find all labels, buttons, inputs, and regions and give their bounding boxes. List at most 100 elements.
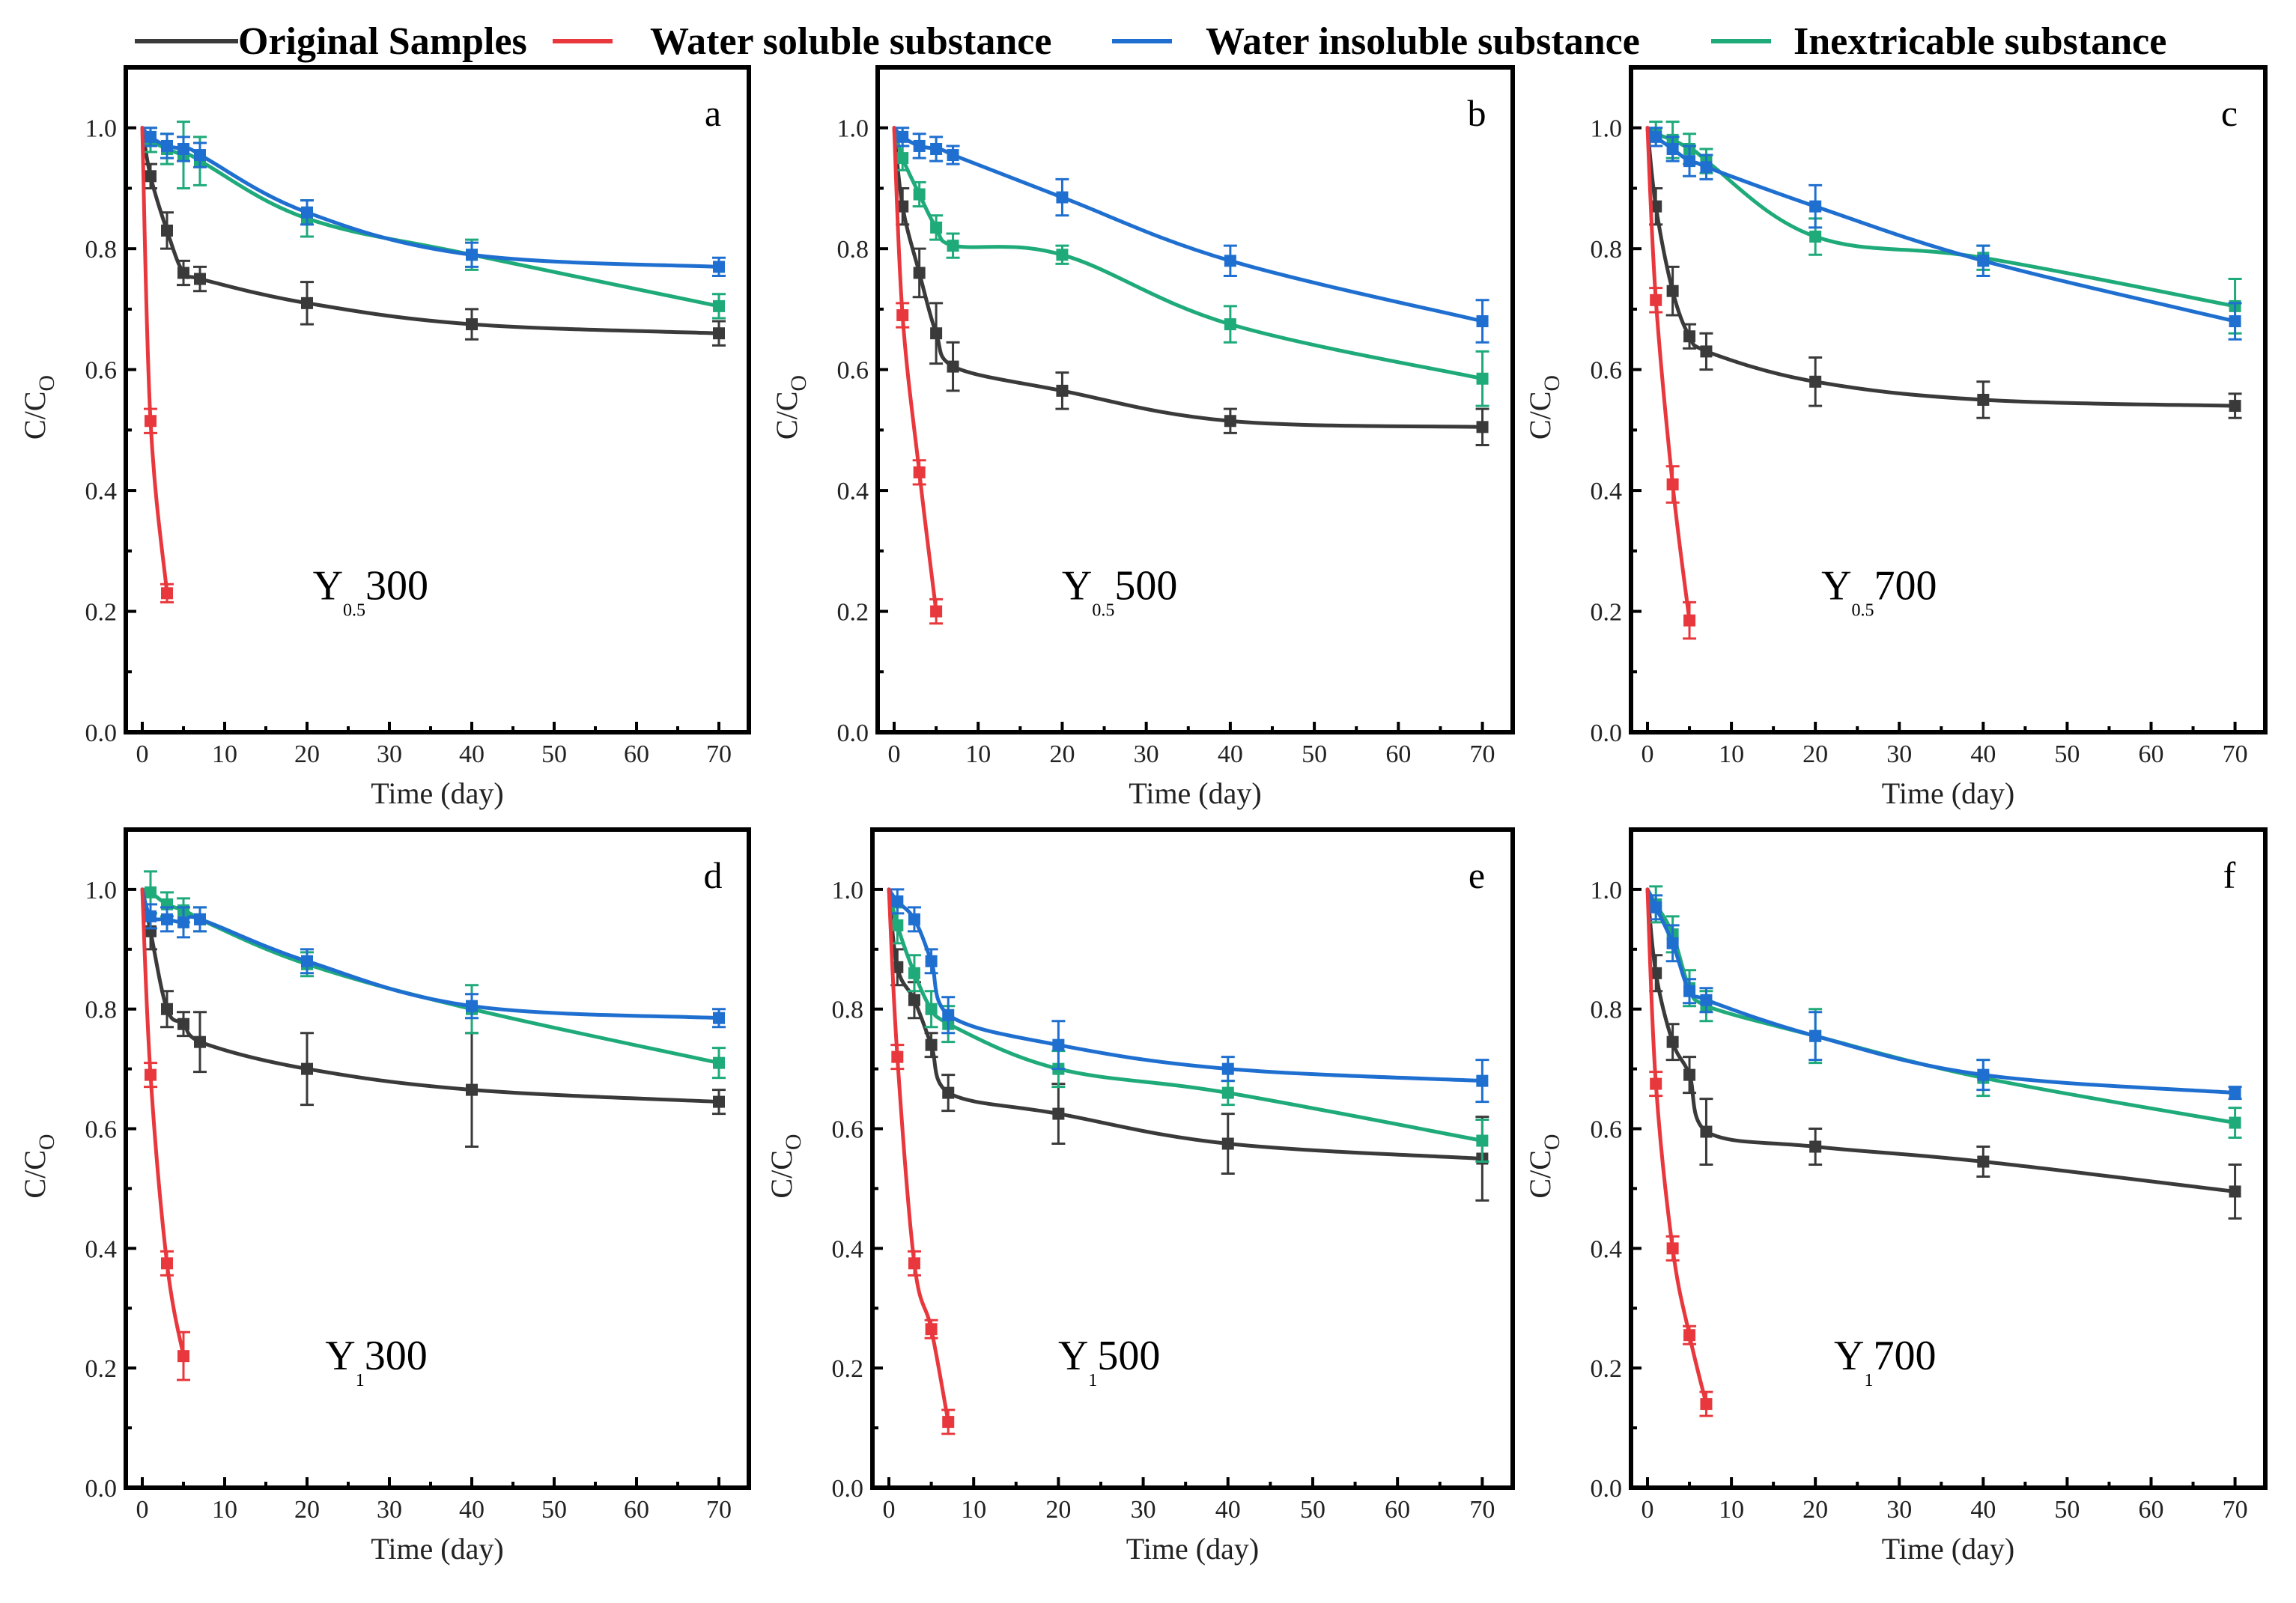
data-point [713, 327, 725, 340]
x-tick-label: 70 [1469, 1496, 1495, 1524]
data-point [891, 1050, 904, 1063]
y-axis-label: C/CO [765, 1134, 806, 1198]
series-original-samples [1645, 887, 2242, 1220]
y-axis-label-main: C/C [1523, 1150, 1557, 1198]
data-point [2229, 400, 2241, 413]
data-point [1809, 1140, 1822, 1153]
data-point [1666, 1242, 1679, 1255]
sample-label: Y1700 [1834, 1333, 1936, 1390]
x-tick-label: 30 [1134, 740, 1159, 768]
sample-label: Y1500 [1058, 1333, 1160, 1390]
x-tick-label: 10 [1719, 1496, 1744, 1524]
data-point [930, 327, 943, 340]
data-point [161, 1257, 173, 1270]
sample-base: Y [1058, 1333, 1088, 1379]
y-axis-label-main: C/C [765, 1150, 798, 1198]
data-point [1683, 1329, 1696, 1342]
data-point [177, 916, 189, 928]
y-axis-label: C/CO [1523, 375, 1564, 439]
data-point [1700, 1398, 1713, 1411]
y-axis-label-sub: O [34, 1134, 59, 1150]
data-point [713, 1095, 725, 1108]
x-tick-label: 20 [294, 740, 320, 768]
y-tick-label: 0.4 [837, 478, 869, 505]
legend-item-original-samples: Original Samples [135, 20, 527, 63]
data-point [1683, 155, 1696, 168]
data-point [1476, 372, 1489, 385]
x-tick-label: 40 [1970, 740, 1996, 768]
x-tick-label: 30 [1131, 1496, 1156, 1524]
y-tick-label: 0.4 [832, 1235, 864, 1263]
series-line [1645, 126, 2238, 308]
legend-item-water-soluble-substance: Water soluble substance [553, 20, 1051, 63]
sample-temperature: 300 [365, 562, 428, 609]
x-axis-label: Time (day) [1882, 776, 2014, 810]
data-point [1221, 1062, 1234, 1075]
data-point [145, 910, 157, 922]
y-tick-label: 0.6 [1591, 1116, 1623, 1144]
data-point [194, 913, 206, 925]
x-tick-label: 30 [1886, 1496, 1912, 1524]
plot-frame [1629, 827, 2268, 1490]
data-point [2229, 1086, 2241, 1099]
sample-base: Y [1062, 562, 1092, 609]
data-point [177, 267, 189, 279]
series-inextricable-substance [140, 870, 726, 1080]
series-line [1645, 887, 2238, 1095]
data-point [930, 142, 943, 155]
data-point [713, 1056, 725, 1069]
data-point [1666, 142, 1679, 155]
data-point [1476, 421, 1489, 434]
plot-frame [124, 65, 751, 734]
sample-subscript: 1 [1088, 1371, 1097, 1390]
data-point [930, 221, 943, 234]
data-point [466, 249, 478, 261]
sample-label: Y0.5300 [313, 562, 428, 620]
series-line [887, 887, 1484, 1143]
series-line [140, 887, 721, 1020]
x-tick-label: 0 [883, 1496, 896, 1524]
data-point [1224, 318, 1236, 331]
data-point [161, 587, 173, 600]
data-point [1977, 255, 1990, 267]
x-axis-label: Time (day) [371, 776, 503, 810]
y-tick-label: 1.0 [832, 877, 864, 904]
data-point [161, 224, 173, 237]
data-point [145, 1068, 157, 1081]
panel-e: 0 10 20 30 40 50 60 70 0.0 0.2 0.4 0.6 0.8 1.0 Time (d… [765, 827, 1515, 1566]
sample-temperature: 700 [1874, 562, 1937, 609]
data-point [1052, 1107, 1065, 1120]
data-point [908, 913, 920, 925]
data-point [1683, 330, 1696, 343]
data-point [1221, 1137, 1234, 1150]
x-tick-label: 50 [541, 740, 567, 768]
data-point [713, 1012, 725, 1024]
data-point [1666, 478, 1679, 491]
y-tick-label: 0.0 [832, 1475, 864, 1503]
y-axis-label-sub: O [1540, 1134, 1564, 1150]
data-point [713, 299, 725, 312]
data-point [947, 240, 959, 252]
data-point [177, 142, 189, 155]
y-tick-label: 1.0 [85, 115, 118, 143]
series-original-samples [887, 887, 1489, 1202]
y-axis-label-sub: O [34, 375, 59, 392]
x-tick-label: 40 [1218, 740, 1243, 768]
y-tick-label: 0.2 [1591, 1355, 1623, 1383]
series-line [1645, 887, 2238, 1125]
data-point [925, 1003, 938, 1015]
x-tick-label: 50 [2054, 1496, 2080, 1524]
data-point [1650, 130, 1662, 143]
data-point [1666, 285, 1679, 297]
data-point [1476, 315, 1489, 328]
data-point [1650, 901, 1662, 913]
x-tick-label: 70 [2223, 740, 2248, 768]
series-inextricable-substance [140, 121, 726, 320]
data-point [1809, 231, 1822, 243]
x-tick-label: 60 [2139, 1496, 2164, 1524]
x-tick-label: 20 [294, 1496, 320, 1524]
data-point [1666, 1035, 1679, 1048]
data-point [913, 139, 926, 152]
sample-base: Y [325, 1333, 355, 1379]
